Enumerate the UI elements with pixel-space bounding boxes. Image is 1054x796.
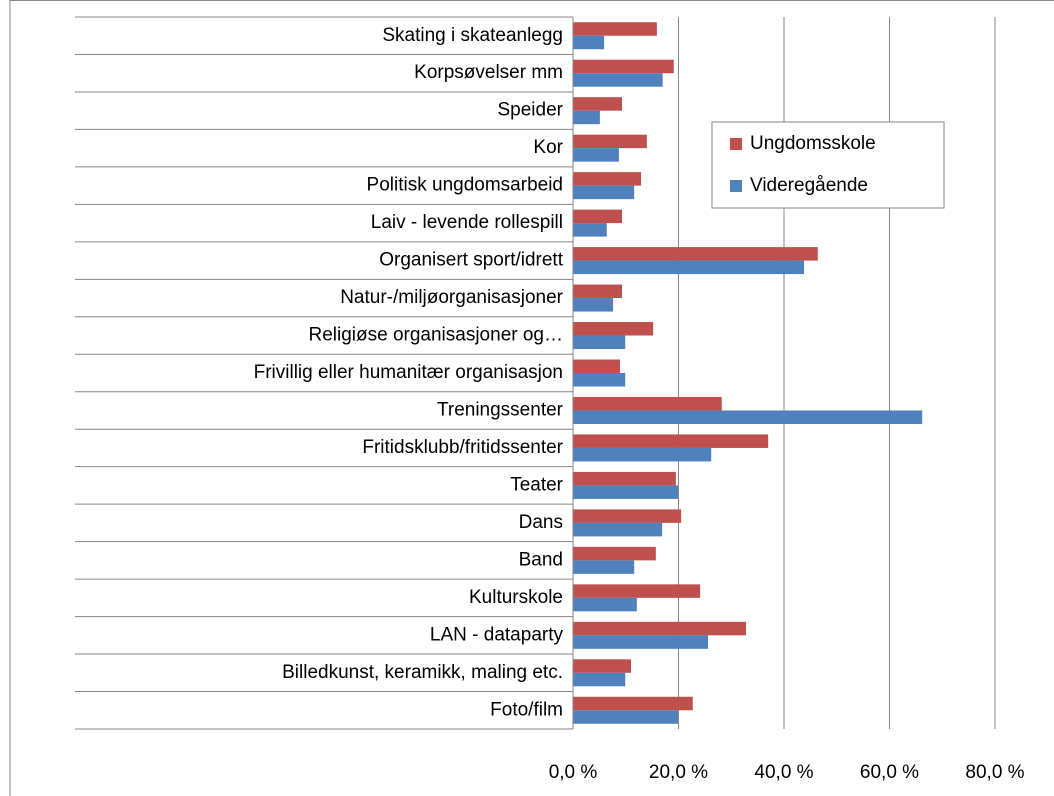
y-tick-label: Billedkunst, keramikk, maling etc. (282, 662, 563, 683)
x-tick-label: 20,0 % (649, 762, 708, 783)
bar (573, 659, 632, 673)
bar (573, 447, 712, 462)
y-tick-label: Korpsøvelser mm (414, 62, 563, 83)
bar (573, 621, 747, 636)
bar (573, 522, 663, 537)
x-tick-label: 0,0 % (549, 762, 598, 783)
bar (573, 546, 656, 561)
y-tick-label: LAN - dataparty (430, 624, 564, 645)
y-tick-label: Laiv - levende rollespill (371, 212, 563, 233)
bar (573, 434, 769, 448)
bar (573, 73, 663, 87)
bar (573, 134, 647, 149)
bar (573, 148, 619, 162)
y-tick-label: Teater (510, 474, 563, 495)
bar (573, 696, 693, 711)
bar (573, 597, 637, 612)
y-tick-label: Politisk ungdomsarbeid (367, 175, 563, 196)
bar (573, 471, 676, 486)
bar (573, 335, 626, 350)
bar (573, 509, 682, 523)
x-tick-label: 40,0 % (754, 762, 813, 783)
bar (573, 97, 623, 111)
bar (573, 35, 605, 50)
y-tick-label: Dans (519, 512, 563, 533)
bar (573, 22, 657, 36)
bar (573, 209, 623, 224)
bar (573, 359, 620, 373)
bar (573, 635, 709, 649)
bar (573, 223, 607, 237)
y-tick-label: Treningssenter (437, 399, 564, 420)
y-tick-label: Foto/film (490, 699, 563, 720)
y-tick-label: Fritidsklubb/fritidssenter (362, 437, 563, 458)
legend-label: Videregående (750, 175, 868, 196)
x-tick-label: 60,0 % (860, 762, 919, 783)
bar (573, 59, 674, 74)
bar (573, 410, 923, 424)
y-tick-label: Band (519, 549, 563, 570)
legend-box (711, 121, 945, 209)
bar (573, 560, 635, 574)
y-tick-label: Natur-/miljøorganisasjoner (340, 287, 563, 308)
bar (573, 172, 642, 186)
bar (573, 396, 722, 411)
y-tick-label: Skating i skateanlegg (382, 25, 563, 46)
y-tick-label: Kulturskole (469, 587, 563, 608)
bar (573, 260, 805, 275)
x-tick-label: 80,0 % (965, 762, 1024, 783)
legend-label: Ungdomsskole (750, 133, 876, 154)
y-tick-label: Kor (533, 137, 563, 158)
bar (573, 710, 678, 724)
legend-swatch (730, 138, 742, 150)
bar (573, 322, 654, 336)
bar (573, 485, 678, 499)
bar (573, 672, 626, 687)
bar (573, 284, 623, 299)
legend-swatch (730, 180, 742, 192)
bar (573, 298, 614, 312)
y-tick-label: Religiøse organisasjoner og… (308, 325, 563, 346)
bar (573, 247, 818, 261)
bar (573, 584, 701, 598)
y-tick-label: Organisert sport/idrett (379, 250, 563, 271)
y-tick-label: Speider (498, 100, 564, 121)
y-tick-label: Frivillig eller humanitær organisasjon (254, 362, 563, 383)
bar (573, 110, 600, 125)
bar (573, 185, 635, 200)
bar (573, 373, 626, 387)
